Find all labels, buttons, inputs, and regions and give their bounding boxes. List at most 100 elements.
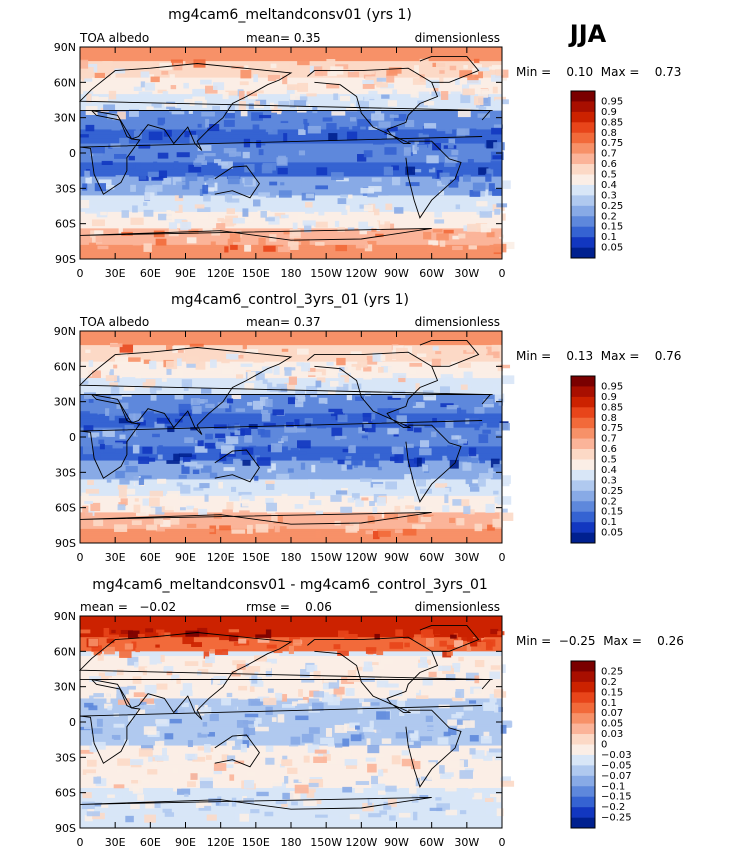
- colorbar-label: −0.03: [601, 750, 632, 761]
- map-cell: [215, 345, 221, 351]
- map-cell: [357, 119, 372, 127]
- map-cell: [430, 478, 445, 484]
- map-cell: [239, 81, 249, 86]
- map-cell: [171, 111, 185, 115]
- map-cell: [124, 643, 134, 650]
- map-cell: [121, 391, 132, 397]
- map-cell: [345, 205, 350, 213]
- map-cell: [452, 245, 463, 251]
- map-cell: [342, 786, 353, 793]
- map-cell: [80, 75, 502, 79]
- map-cell: [158, 213, 172, 221]
- coastline: [419, 55, 480, 83]
- map-cell: [234, 797, 242, 801]
- map-cell: [431, 431, 437, 438]
- map-cell: [315, 221, 328, 228]
- map-cell: [179, 97, 184, 103]
- map-cell: [80, 59, 89, 69]
- map-cell: [252, 124, 260, 133]
- map-cell: [80, 818, 502, 822]
- map-cell: [156, 719, 170, 727]
- map-cell: [295, 428, 306, 433]
- map-cell: [238, 100, 246, 110]
- map-cell: [145, 628, 154, 633]
- map-cell: [345, 456, 352, 460]
- map-cell: [203, 152, 216, 157]
- map-cell: [80, 70, 502, 74]
- map-cell: [172, 699, 184, 705]
- map-cell: [128, 155, 135, 161]
- map-cell: [287, 397, 302, 405]
- map-cell: [80, 455, 502, 459]
- map-cell: [396, 415, 407, 424]
- map-cell: [414, 634, 424, 639]
- min-max-label: Min = 0.10 Max = 0.73: [516, 65, 681, 79]
- map-cell: [230, 486, 237, 492]
- map-cell: [173, 62, 183, 71]
- map-cell: [184, 131, 197, 138]
- map-cell: [314, 403, 325, 410]
- map-cell: [234, 430, 241, 436]
- map-cell: [363, 71, 376, 79]
- map-cell: [377, 220, 382, 226]
- map-cell: [350, 351, 362, 355]
- colorbar-label: 0.75: [601, 138, 623, 149]
- map-cell: [458, 233, 466, 239]
- map-cell: [124, 195, 135, 200]
- map-cell: [320, 737, 335, 745]
- map-cell: [192, 406, 202, 414]
- map-cell: [139, 172, 147, 180]
- colorbar-label: 0: [601, 740, 607, 751]
- map-cell: [80, 223, 502, 227]
- map-cell: [86, 759, 97, 767]
- map-cell: [374, 633, 380, 640]
- map-cell: [339, 366, 349, 372]
- map-cell: [366, 752, 375, 762]
- map-cell: [188, 686, 199, 696]
- map-cell: [479, 211, 493, 218]
- coastline: [79, 679, 492, 764]
- map-cell: [380, 219, 385, 225]
- map-cell: [133, 504, 141, 513]
- map-cell: [455, 712, 464, 716]
- map-cell: [144, 82, 156, 91]
- map-plot: [78, 330, 515, 544]
- map-cell: [427, 771, 439, 780]
- map-cell: [217, 161, 229, 166]
- map-cell: [223, 148, 237, 154]
- map-cell: [80, 754, 502, 758]
- colorbar-label: 0.4: [601, 180, 617, 191]
- map-cell: [267, 468, 272, 473]
- map-cell: [80, 493, 502, 497]
- map-cell: [291, 801, 298, 806]
- map-cell: [138, 477, 145, 485]
- map-cell: [459, 70, 473, 78]
- colorbar-label: 0.15: [601, 222, 623, 233]
- map-cell: [207, 732, 215, 737]
- map-cell: [80, 432, 502, 436]
- map-cell: [80, 411, 90, 417]
- lat-tick-label: 90S: [55, 822, 76, 835]
- map-cell: [209, 217, 217, 224]
- map-cell: [111, 734, 121, 740]
- map-cell: [487, 524, 495, 531]
- coastline: [405, 140, 462, 219]
- map-cell: [124, 425, 134, 433]
- map-cell: [284, 382, 296, 390]
- map-cell: [265, 217, 275, 222]
- map-cell: [180, 484, 191, 494]
- map-cell: [275, 692, 283, 701]
- map-cell: [340, 194, 348, 198]
- map-cell: [436, 488, 445, 493]
- map-cell: [227, 175, 240, 185]
- map-cell: [80, 77, 502, 81]
- map-cell: [304, 122, 310, 130]
- map-cell: [155, 524, 165, 532]
- map-cell: [357, 154, 367, 162]
- map-cell: [297, 59, 310, 66]
- colorbar-label: 0.5: [601, 170, 617, 181]
- map-cell: [336, 357, 346, 366]
- lon-tick-label: 90W: [384, 836, 409, 849]
- map-cell: [246, 524, 253, 534]
- map-cell: [501, 508, 508, 513]
